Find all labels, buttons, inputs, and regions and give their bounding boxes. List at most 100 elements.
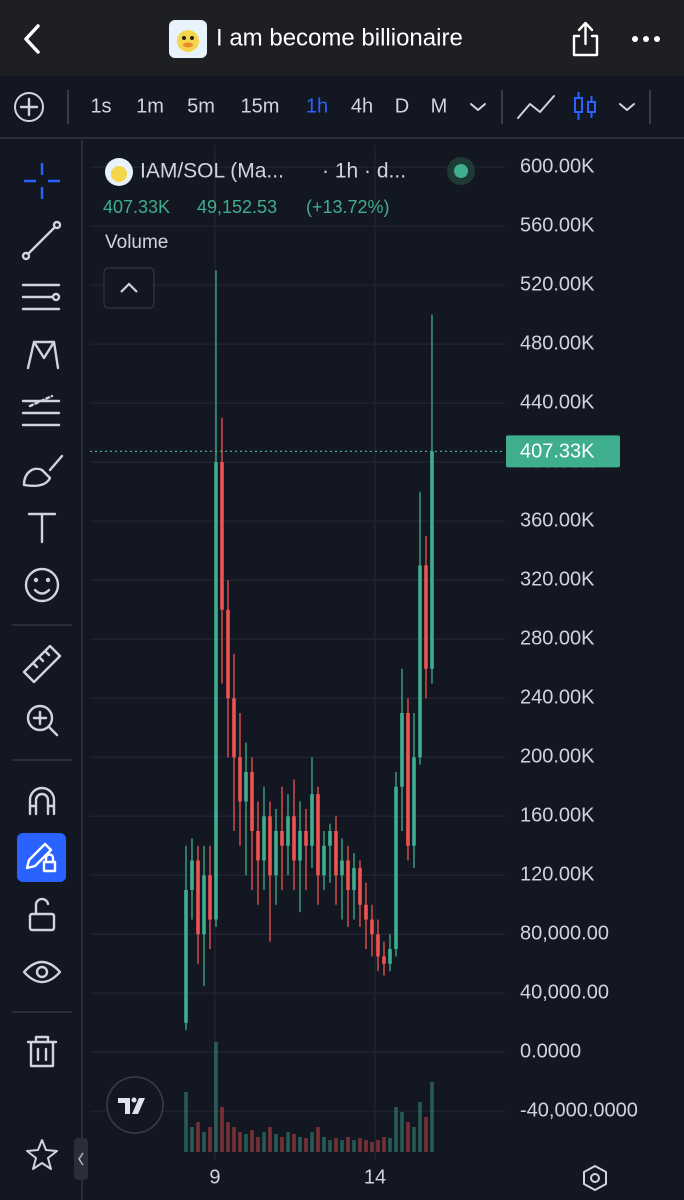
- crosshair-tool[interactable]: [24, 163, 60, 199]
- settings-button[interactable]: [583, 1165, 607, 1191]
- y-tick-label: 480.00K: [520, 332, 595, 354]
- lock-drawing-tool[interactable]: [17, 833, 66, 882]
- page-title: I am become billionaire: [216, 24, 463, 51]
- candle-body: [298, 831, 302, 861]
- y-tick-label: 80,000.00: [520, 923, 609, 945]
- volume-bar: [346, 1137, 350, 1152]
- legend-volume: Volume: [105, 232, 168, 253]
- ruler-tool[interactable]: [22, 644, 62, 684]
- volume-bar: [286, 1132, 290, 1152]
- legend-change: 49,152.53: [197, 197, 277, 217]
- volume-bar: [190, 1127, 194, 1152]
- volume-bar: [280, 1137, 284, 1152]
- candle-body: [304, 831, 308, 846]
- volume-bar: [214, 1042, 218, 1152]
- candle-body: [184, 890, 188, 1023]
- delete-tool[interactable]: [26, 1035, 58, 1068]
- volume-bar: [244, 1134, 248, 1152]
- candle-body: [256, 831, 260, 861]
- volume-bar: [322, 1137, 326, 1152]
- back-button[interactable]: [24, 24, 40, 54]
- candle-body: [226, 609, 230, 699]
- legend-change-pct: (+13.72%): [306, 197, 390, 217]
- volume-bar: [310, 1132, 314, 1152]
- volume-bar: [274, 1134, 278, 1152]
- interval-button[interactable]: 4h: [351, 95, 373, 117]
- volume-bar: [232, 1127, 236, 1152]
- candle-body: [202, 875, 206, 935]
- candle-body: [370, 919, 374, 935]
- favorites-button[interactable]: [26, 1139, 58, 1170]
- pattern-tool[interactable]: [26, 340, 60, 370]
- line-chart-button[interactable]: [517, 95, 555, 119]
- add-indicator-button[interactable]: [14, 92, 44, 122]
- last-price-box: [506, 435, 620, 468]
- chart-type-dropdown[interactable]: [619, 103, 635, 111]
- interval-dropdown[interactable]: [470, 103, 486, 111]
- candle-body: [190, 860, 194, 891]
- volume-bar: [382, 1137, 386, 1152]
- fib-tool[interactable]: [21, 283, 61, 311]
- trend-line-tool[interactable]: [21, 220, 62, 261]
- y-tick-label: 320.00K: [520, 568, 595, 590]
- emoji-tool[interactable]: [24, 567, 60, 603]
- interval-button[interactable]: 1s: [90, 95, 111, 117]
- nav-bar: [0, 0, 684, 76]
- brush-tool[interactable]: [22, 454, 64, 488]
- volume-bar: [334, 1138, 338, 1152]
- sidebar-collapse[interactable]: [74, 1138, 88, 1180]
- candle-chart-button[interactable]: [574, 92, 596, 120]
- volume-bar: [430, 1082, 434, 1152]
- volume-bar: [328, 1140, 332, 1152]
- candle-body: [286, 816, 290, 846]
- volume-bar: [418, 1102, 422, 1152]
- text-tool[interactable]: [27, 512, 57, 544]
- unlock-tool[interactable]: [28, 897, 56, 932]
- volume-bar: [220, 1107, 224, 1152]
- volume-bar: [394, 1107, 398, 1152]
- legend-collapse[interactable]: [103, 267, 155, 309]
- share-button[interactable]: [572, 21, 599, 57]
- volume-bar: [424, 1117, 428, 1152]
- volume-bar: [316, 1127, 320, 1152]
- volume-bar: [304, 1138, 308, 1152]
- candle-body: [406, 712, 410, 846]
- magnet-tool[interactable]: [28, 786, 56, 816]
- y-tick-label: 240.00K: [520, 687, 595, 709]
- interval-button[interactable]: 1h: [306, 95, 328, 117]
- x-tick-label: 14: [364, 1166, 386, 1188]
- y-tick-label: 600.00K: [520, 155, 595, 177]
- visibility-tool[interactable]: [22, 960, 62, 984]
- interval-button[interactable]: 1m: [136, 95, 164, 117]
- y-tick-label: 0.0000: [520, 1041, 581, 1063]
- candle-body: [208, 875, 212, 920]
- candle-body: [424, 565, 428, 669]
- candle-body: [316, 794, 320, 876]
- candle-body: [352, 867, 356, 891]
- forecast-tool[interactable]: [21, 394, 61, 427]
- status-dot: [454, 164, 468, 178]
- interval-list: 1s 1m 5m 15m 1h 4h D M: [90, 95, 447, 117]
- candle-body: [334, 831, 338, 876]
- y-tick-label: 560.00K: [520, 214, 595, 236]
- legend-collapse-arrow: [120, 282, 138, 293]
- volume-bar: [292, 1134, 296, 1152]
- volume-bar: [364, 1140, 368, 1152]
- tv-logo[interactable]: [106, 1076, 164, 1134]
- volume-bar: [262, 1132, 266, 1152]
- candle-body: [430, 451, 434, 669]
- volume-bar: [238, 1132, 242, 1152]
- more-button[interactable]: [632, 36, 660, 42]
- zoom-tool[interactable]: [26, 704, 59, 737]
- volume-bar: [400, 1112, 404, 1152]
- candle-body: [274, 831, 278, 876]
- candle-body: [268, 816, 272, 876]
- candle-body: [220, 462, 224, 610]
- interval-button[interactable]: D: [395, 95, 409, 117]
- interval-button[interactable]: 5m: [187, 95, 215, 117]
- interval-button[interactable]: M: [431, 95, 448, 117]
- candle-body: [238, 757, 242, 802]
- interval-button[interactable]: 15m: [241, 95, 280, 117]
